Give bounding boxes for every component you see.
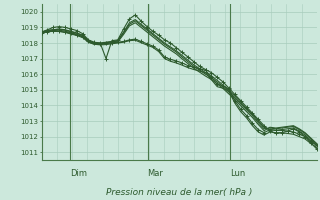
Text: Pression niveau de la mer( hPa ): Pression niveau de la mer( hPa ) (106, 188, 252, 197)
Text: Lun: Lun (230, 169, 245, 178)
Text: Mar: Mar (148, 169, 164, 178)
Text: Dim: Dim (70, 169, 87, 178)
